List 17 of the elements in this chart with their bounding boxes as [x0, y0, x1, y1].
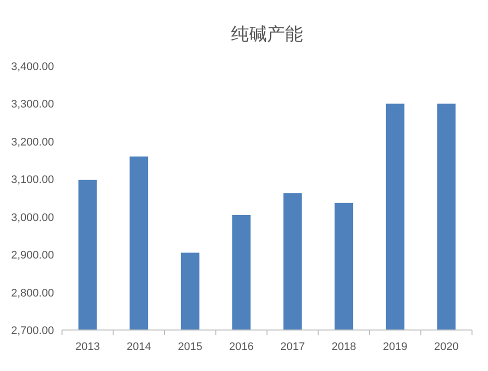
x-tick-label: 2018	[332, 341, 356, 353]
y-tick-label: 3,400.00	[11, 61, 54, 73]
y-tick-label: 3,100.00	[11, 174, 54, 186]
y-tick-label: 3,300.00	[11, 98, 54, 111]
y-tick-label: 2,800.00	[11, 287, 54, 300]
y-tick-label: 2,700.00	[11, 325, 54, 337]
y-tick-label: 2,900.00	[11, 250, 54, 262]
x-tick-label: 2014	[126, 341, 152, 353]
x-tick-label: 2017	[280, 341, 305, 353]
x-tick-label: 2020	[434, 341, 459, 353]
x-tick-label: 2016	[229, 341, 254, 353]
x-tick-label: 2019	[382, 341, 408, 353]
x-tick-label: 2013	[75, 341, 100, 353]
x-tick-label: 2015	[178, 341, 202, 353]
chart-title: 纯碱产能	[231, 24, 303, 44]
y-tick-label: 3,000.00	[11, 212, 54, 224]
y-tick-label: 3,200.00	[11, 136, 54, 148]
